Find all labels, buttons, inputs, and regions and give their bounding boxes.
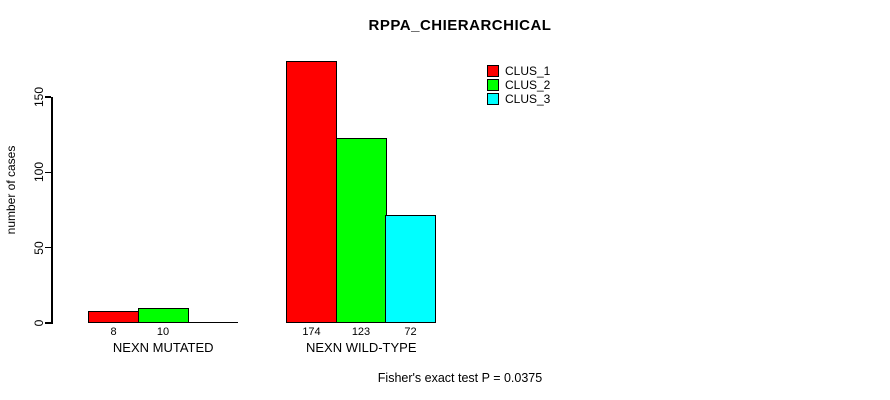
y-axis-tick <box>44 96 51 98</box>
y-axis-tick <box>44 246 51 249</box>
bar-value-label: 72 <box>404 326 417 338</box>
y-axis-line <box>51 96 53 324</box>
y-axis-title: number of cases <box>4 145 18 235</box>
bar-clus-3-nexn-mutated <box>187 321 238 324</box>
y-axis-tick <box>44 171 51 174</box>
legend-swatch-clus_2 <box>487 79 499 91</box>
bar-clus-1-nexn-wild-type <box>286 60 337 323</box>
bar-clus-2-nexn-wild-type <box>335 137 387 323</box>
y-axis-tick-label: 150 <box>32 86 46 108</box>
bar-clus-1-nexn-mutated <box>88 310 139 323</box>
bar-value-label: 10 <box>156 326 170 338</box>
fisher-test-annotation: Fisher's exact test P = 0.0375 <box>377 371 543 385</box>
bar-value-label: 174 <box>302 326 321 338</box>
bar-clus-3-nexn-wild-type <box>385 214 436 323</box>
bar-value-label: 8 <box>110 326 117 338</box>
y-axis-tick <box>44 322 51 324</box>
bar-clus-2-nexn-mutated <box>137 307 189 323</box>
legend-label: CLUS_3 <box>505 92 551 106</box>
x-category-label-2: NEXN WILD-TYPE <box>305 340 417 355</box>
legend: CLUS_1 CLUS_2 CLUS_3 <box>487 64 550 106</box>
legend-label: CLUS_2 <box>505 78 551 92</box>
legend-swatch-clus_1 <box>487 65 499 77</box>
legend-item: CLUS_3 <box>487 92 550 106</box>
legend-item: CLUS_1 <box>487 64 550 78</box>
legend-label: CLUS_1 <box>505 64 551 78</box>
legend-item: CLUS_2 <box>487 78 550 92</box>
bar-value-label: 123 <box>351 326 371 338</box>
legend-swatch-clus_3 <box>487 93 499 105</box>
chart-title: RPPA_CHIERARCHICAL <box>368 17 552 34</box>
x-category-label-1: NEXN MUTATED <box>112 340 214 355</box>
